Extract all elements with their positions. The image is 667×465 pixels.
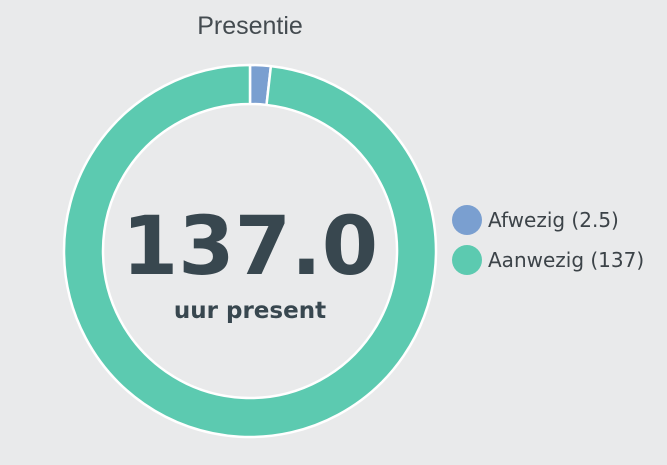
donut-slices <box>62 63 438 439</box>
center-label: uur present <box>174 298 326 324</box>
legend-swatch-aanwezig <box>452 245 482 275</box>
legend-item-aanwezig[interactable]: Aanwezig (137) <box>452 245 644 275</box>
legend-swatch-afwezig <box>452 205 482 235</box>
legend-item-afwezig[interactable]: Afwezig (2.5) <box>452 205 644 235</box>
legend: Afwezig (2.5) Aanwezig (137) <box>452 205 644 285</box>
center-value: 137.0 <box>122 200 378 294</box>
donut-slice-aanwezig[interactable] <box>62 63 438 439</box>
legend-label-afwezig: Afwezig (2.5) <box>488 208 619 232</box>
legend-label-aanwezig: Aanwezig (137) <box>488 248 645 272</box>
chart-title: Presentie <box>197 12 303 40</box>
